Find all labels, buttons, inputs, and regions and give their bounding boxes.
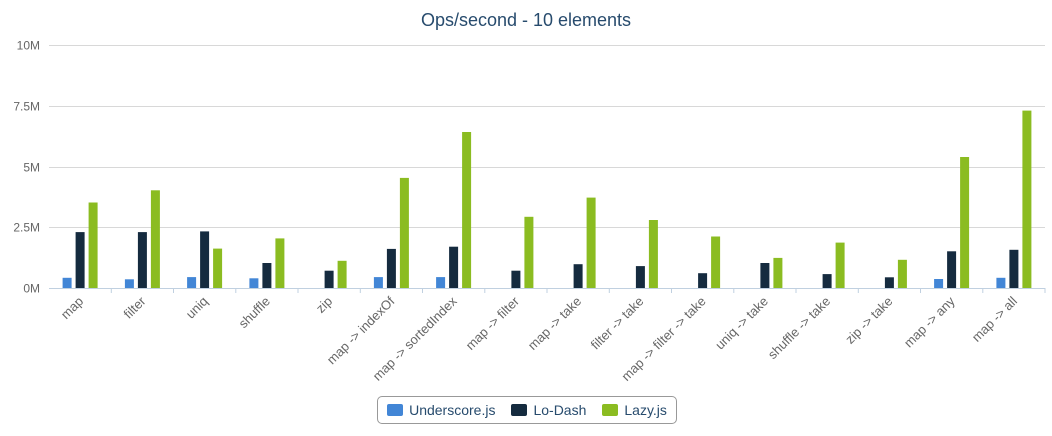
bar-lo-dash <box>635 266 645 288</box>
bar-underscore-js <box>62 277 72 288</box>
bar-underscore-js <box>124 279 134 288</box>
bar-lazy-js <box>835 242 845 288</box>
bar-lo-dash <box>386 248 396 288</box>
x-tick-label: map -> take <box>525 294 584 353</box>
bar-lo-dash <box>200 231 210 288</box>
bar-lo-dash <box>75 232 85 288</box>
y-tick-label: 7.5M <box>13 100 40 114</box>
x-tick-label: zip <box>313 294 335 316</box>
legend-item-lazyjs[interactable]: Lazy.js <box>602 402 667 418</box>
bar-underscore-js <box>187 277 197 288</box>
bar-lo-dash <box>262 263 272 288</box>
bar-lo-dash <box>760 263 770 288</box>
bar-lo-dash <box>1009 249 1019 288</box>
x-tick-label: filter -> take <box>588 294 647 353</box>
bar-lo-dash <box>137 232 147 288</box>
bar-lo-dash <box>822 274 832 288</box>
bar-lo-dash <box>884 277 894 288</box>
legend: Underscore.js Lo-Dash Lazy.js <box>377 396 677 424</box>
x-tick-label: shuffle -> take <box>765 294 833 362</box>
bar-lazy-js <box>337 260 347 288</box>
bar-lazy-js <box>897 259 907 288</box>
x-tick-label: map <box>58 294 86 322</box>
legend-item-lodash[interactable]: Lo-Dash <box>511 402 586 418</box>
x-tick-label: uniq -> take <box>712 294 771 353</box>
bar-underscore-js <box>436 277 446 288</box>
legend-swatch <box>387 404 404 416</box>
y-tick-label: 0M <box>23 282 40 296</box>
x-tick-label: map -> any <box>901 293 958 350</box>
bar-lazy-js <box>88 202 98 288</box>
bar-lazy-js <box>773 257 783 288</box>
bar-lazy-js <box>711 236 721 288</box>
bar-lazy-js <box>524 216 534 288</box>
x-tick-label: zip -> take <box>842 294 895 347</box>
bar-lazy-js <box>213 248 223 288</box>
grid-lines <box>49 45 1046 293</box>
bar-lazy-js <box>275 238 285 288</box>
legend-swatch <box>511 404 528 416</box>
y-tick-label: 10M <box>17 39 40 53</box>
bar-lazy-js <box>399 177 409 288</box>
x-tick-label: map -> all <box>969 293 1020 344</box>
bar-lo-dash <box>698 273 708 288</box>
x-tick-label: filter <box>121 293 149 321</box>
x-tick-label: uniq <box>183 294 211 322</box>
bar-lo-dash <box>511 270 521 288</box>
bar-lazy-js <box>960 157 970 288</box>
bar-underscore-js <box>934 279 944 288</box>
bar-underscore-js <box>373 277 383 288</box>
x-tick-label: shuffle <box>235 294 273 332</box>
bar-underscore-js <box>249 278 259 288</box>
bar-underscore-js <box>996 277 1006 288</box>
bar-lo-dash <box>449 246 459 288</box>
bar-lazy-js <box>648 220 658 288</box>
bar-lazy-js <box>1022 110 1032 288</box>
legend-item-underscore[interactable]: Underscore.js <box>387 402 495 418</box>
legend-swatch <box>602 404 619 416</box>
bar-lo-dash <box>324 270 334 288</box>
x-tick-label: map -> filter <box>463 293 523 353</box>
bar-lazy-js <box>150 190 160 288</box>
legend-label: Lo-Dash <box>533 402 587 418</box>
y-tick-label: 5M <box>23 161 40 175</box>
bar-lazy-js <box>462 132 472 288</box>
y-axis-tick-labels: 0M 2.5M 5M 7.5M 10M <box>13 39 40 296</box>
bar-lazy-js <box>586 197 596 288</box>
bars <box>62 110 1032 288</box>
legend-label: Underscore.js <box>409 402 496 418</box>
bar-lo-dash <box>947 251 957 288</box>
y-tick-label: 2.5M <box>13 221 40 235</box>
bar-lo-dash <box>573 264 583 288</box>
legend-label: Lazy.js <box>624 402 667 418</box>
chart-title: Ops/second - 10 elements <box>420 10 632 30</box>
